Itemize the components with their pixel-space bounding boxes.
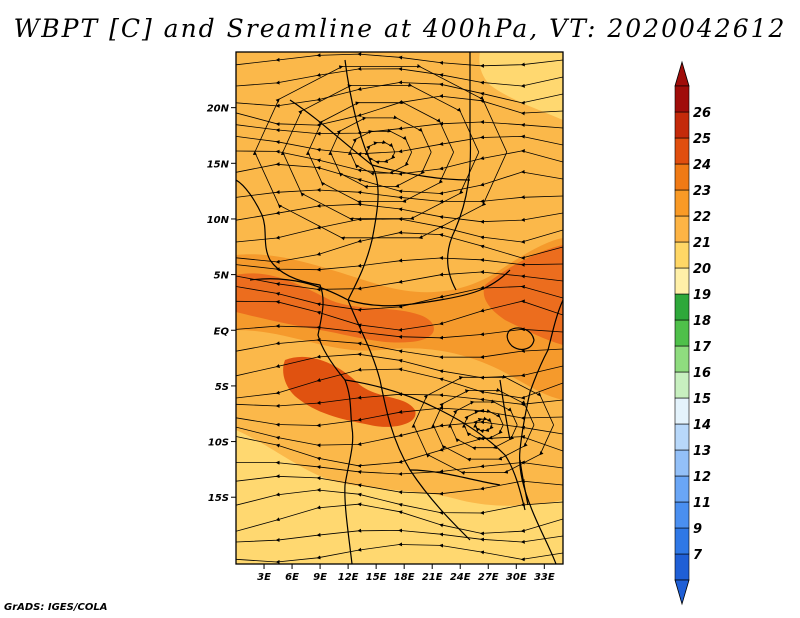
colorbar-segment <box>674 345 690 373</box>
lat-label-eq: EQ <box>214 326 230 337</box>
colorbar-segment <box>674 371 690 399</box>
streamline-vortex-anticyclone-north <box>252 64 508 241</box>
colorbar-label: 12 <box>693 470 711 485</box>
colorbar-top-arrow <box>674 60 690 87</box>
lat-label-15s: 15S <box>208 493 229 504</box>
lon-label-18e: 18E <box>394 572 415 583</box>
colorbar-segment <box>674 189 690 217</box>
colorbar-label: 17 <box>693 340 712 355</box>
lon-label-30e: 30E <box>506 572 527 583</box>
colorbar-segment <box>674 449 690 477</box>
colorbar-label: 26 <box>693 106 711 121</box>
colorbar-segment <box>674 215 690 243</box>
lon-label-21e: 21E <box>422 572 443 583</box>
streamline <box>236 542 563 564</box>
lat-label-10n: 10N <box>207 215 230 226</box>
colorbar-segment <box>674 319 690 347</box>
colorbar-label: 11 <box>693 496 711 511</box>
colorbar-label: 25 <box>693 132 711 147</box>
lat-label-20n: 20N <box>207 104 230 115</box>
colorbar-label: 7 <box>693 548 703 563</box>
chart-title: WBPT [C] and Sreamline at 400hPa, VT: 20… <box>13 14 787 43</box>
colorbar-label: 19 <box>693 288 711 303</box>
colorbar-label: 22 <box>693 210 711 225</box>
streamline <box>236 255 563 272</box>
lon-label-12e: 12E <box>338 572 359 583</box>
colorbar-segment <box>674 267 690 295</box>
streamline <box>236 52 563 68</box>
colorbar-label: 24 <box>693 158 711 173</box>
lon-label-33e: 33E <box>534 572 555 583</box>
lat-label-10s: 10S <box>208 438 229 449</box>
colorbar-segment <box>674 137 690 165</box>
colorbar-label: 15 <box>693 392 711 407</box>
colorbar-segment <box>674 293 690 321</box>
colorbar-segment <box>674 85 690 113</box>
colorbar-segment <box>674 475 690 503</box>
lat-label-5s: 5S <box>215 382 229 393</box>
lat-label-5n: 5N <box>214 271 230 282</box>
colorbar-label: 9 <box>693 522 702 537</box>
lon-label-27e: 27E <box>478 572 499 583</box>
lon-label-9e: 9E <box>313 572 327 583</box>
lon-label-3e: 3E <box>257 572 271 583</box>
colorbar-label: 20 <box>693 262 711 277</box>
streamline-vortex-cyclone-south <box>411 374 554 475</box>
lon-label-15e: 15E <box>366 572 387 583</box>
colorbar-label: 13 <box>693 444 711 459</box>
streamline <box>236 324 563 340</box>
colorbar-label: 18 <box>693 314 711 329</box>
lon-label-24e: 24E <box>450 572 471 583</box>
colorbar-label: 23 <box>693 184 711 199</box>
colorbar-segment <box>674 111 690 139</box>
colorbar-bottom-arrow <box>674 579 690 606</box>
colorbar-segment <box>674 501 690 529</box>
latitude-axis: 20N 15N 10N 5N EQ 5S 10S 15S <box>207 104 236 504</box>
colorbar-segment <box>674 241 690 269</box>
lon-label-6e: 6E <box>285 572 299 583</box>
colorbar-label: 14 <box>693 418 711 433</box>
lat-label-15n: 15N <box>207 159 230 170</box>
longitude-axis: 3E 6E 9E 12E 15E 18E 21E 24E 27E 30E 33E <box>257 564 555 583</box>
streamline <box>236 528 563 544</box>
grads-credit: GrADS: IGES/COLA <box>4 602 108 613</box>
colorbar-segment <box>674 163 690 191</box>
streamlines <box>236 52 563 564</box>
colorbar-segment <box>674 397 690 425</box>
colorbar-segment <box>674 423 690 451</box>
map-frame <box>235 51 564 565</box>
colorbar-segment <box>674 527 690 555</box>
colorbar-label: 16 <box>693 366 711 381</box>
colorbar: 7 9 11 12 13 14 15 16 17 18 19 20 21 22 23 24 25 26 <box>674 60 712 606</box>
colorbar-segment <box>674 553 690 581</box>
colorbar-label: 21 <box>693 236 711 251</box>
